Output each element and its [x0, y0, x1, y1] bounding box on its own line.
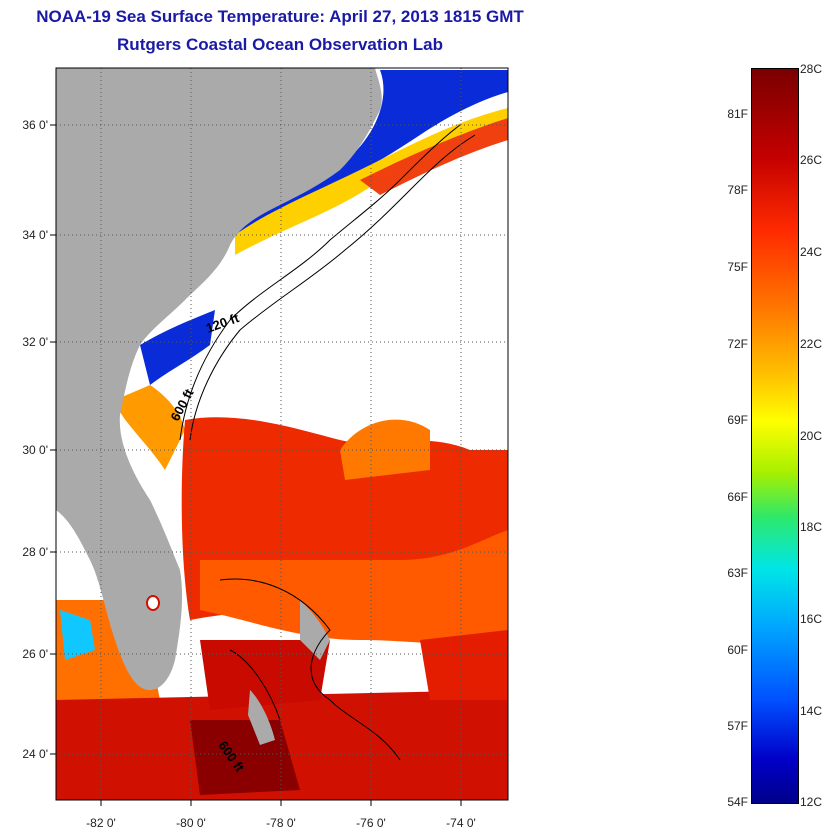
colorbar-label-f: 72F	[727, 337, 748, 351]
colorbar-label-c: 18C	[800, 520, 823, 534]
isobath-120ft	[179, 124, 461, 441]
colorbar-label-c: 26C	[800, 153, 823, 167]
lat-label: 30 0'	[22, 443, 48, 457]
lat-label: 26 0'	[22, 647, 48, 661]
colorbar-label-c: 12C	[800, 795, 823, 809]
land-mass	[56, 68, 382, 690]
colorbar-label-f: 54F	[727, 795, 748, 809]
isobath-600ft	[189, 134, 476, 441]
map-frame	[55, 67, 509, 801]
colorbar-label-f: 63F	[727, 566, 748, 580]
colorbar-label-f: 69F	[727, 413, 748, 427]
colorbar-label-f: 60F	[727, 643, 748, 657]
graticule	[56, 68, 508, 800]
lat-label: 34 0'	[22, 228, 48, 242]
lon-label: -76 0'	[356, 816, 386, 830]
colorbar-label-f: 75F	[727, 260, 748, 274]
sst-water	[56, 70, 508, 800]
colorbar-label-f: 81F	[727, 107, 748, 121]
lon-label: -82 0'	[86, 816, 116, 830]
colorbar-label-c: 14C	[800, 704, 823, 718]
lon-label: -74 0'	[446, 816, 476, 830]
colorbar-label-c: 16C	[800, 612, 823, 626]
lake-okeechobee	[146, 595, 160, 611]
colorbar-label-c: 20C	[800, 429, 823, 443]
temperature-colorbar	[751, 68, 799, 804]
lat-label: 32 0'	[22, 335, 48, 349]
map-title: NOAA-19 Sea Surface Temperature: April 2…	[36, 7, 524, 26]
lat-label: 24 0'	[22, 747, 48, 761]
colorbar-label-c: 22C	[800, 337, 823, 351]
bahamas-land	[248, 600, 330, 745]
map-subtitle: Rutgers Coastal Ocean Observation Lab	[117, 35, 443, 54]
colorbar-label-f: 66F	[727, 490, 748, 504]
colorbar-label-c: 24C	[800, 245, 823, 259]
colorbar-label-f: 78F	[727, 183, 748, 197]
isobath-bahamas	[219, 578, 401, 761]
lon-label: -80 0'	[176, 816, 206, 830]
lat-label: 28 0'	[22, 545, 48, 559]
colorbar-label-c: 28C	[800, 62, 823, 76]
colorbar-label-f: 57F	[727, 719, 748, 733]
lat-label: 36 0'	[22, 118, 48, 132]
axis-ticks	[50, 124, 462, 806]
lon-label: -78 0'	[266, 816, 296, 830]
